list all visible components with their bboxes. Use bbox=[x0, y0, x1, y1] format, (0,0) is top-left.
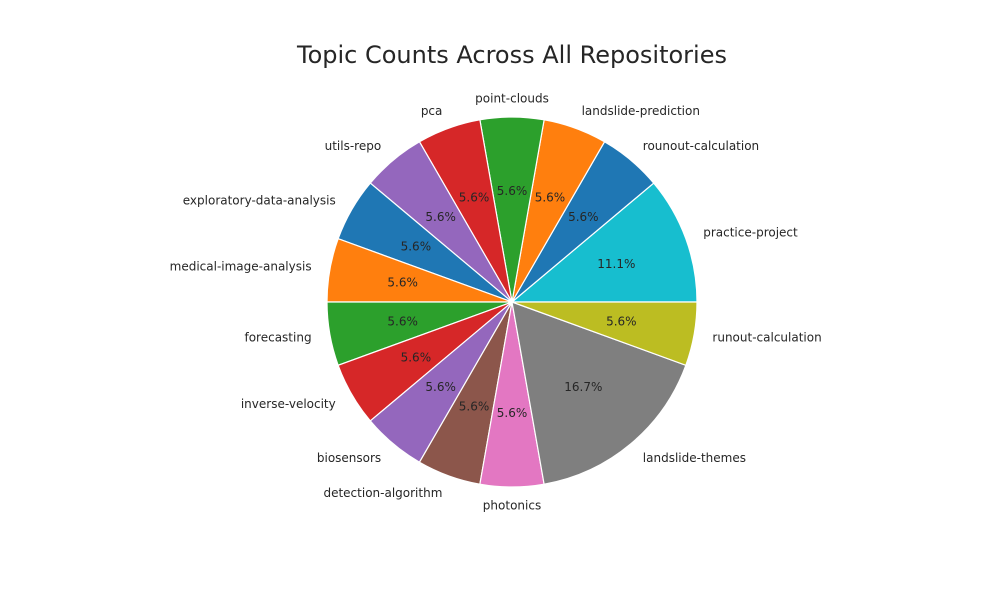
slice-percent-label: 5.6% bbox=[425, 210, 456, 224]
slice-label: forecasting bbox=[244, 330, 311, 344]
pie-slice-landslide-themes bbox=[511, 301, 687, 485]
slice-label: utils-repo bbox=[325, 139, 382, 153]
slice-label: inverse-velocity bbox=[241, 397, 336, 411]
slice-label: rounout-calculation bbox=[643, 139, 759, 153]
slice-percent-label: 5.6% bbox=[535, 191, 566, 205]
pie-slices bbox=[326, 116, 698, 488]
slice-percent-label: 5.6% bbox=[425, 380, 456, 394]
slice-percent-label: 5.6% bbox=[401, 240, 432, 254]
pie-labels: practice-project 11.1% rounout-calculation… bbox=[170, 92, 822, 513]
slice-percent-label: 5.6% bbox=[568, 210, 599, 224]
slice-percent-label: 5.6% bbox=[387, 314, 418, 328]
slice-label: exploratory-data-analysis bbox=[183, 193, 336, 207]
slice-percent-label: 5.6% bbox=[459, 399, 490, 413]
slice-percent-label: 5.6% bbox=[606, 314, 637, 328]
slice-label: detection-algorithm bbox=[323, 486, 442, 500]
slice-label: landslide-themes bbox=[643, 451, 746, 465]
slice-percent-label: 16.7% bbox=[564, 380, 602, 394]
slice-percent-label: 5.6% bbox=[401, 351, 432, 365]
chart-title: Topic Counts Across All Repositories bbox=[296, 41, 727, 69]
slice-percent-label: 5.6% bbox=[497, 184, 528, 198]
pie-slice-runout-calculation bbox=[511, 301, 698, 367]
slice-label: medical-image-analysis bbox=[170, 260, 312, 274]
slice-label: pca bbox=[421, 104, 443, 118]
slice-label: biosensors bbox=[317, 451, 381, 465]
slice-percent-label: 5.6% bbox=[497, 406, 528, 420]
slice-label: practice-project bbox=[703, 225, 798, 239]
slice-percent-label: 5.6% bbox=[387, 276, 418, 290]
slice-label: runout-calculation bbox=[712, 330, 821, 344]
pie-slice-practice-project bbox=[510, 182, 698, 303]
slice-label: photonics bbox=[483, 499, 541, 513]
slice-percent-label: 11.1% bbox=[597, 257, 635, 271]
slice-label: point-clouds bbox=[475, 92, 549, 106]
slice-label: landslide-prediction bbox=[582, 104, 700, 118]
slice-percent-label: 5.6% bbox=[459, 191, 490, 205]
